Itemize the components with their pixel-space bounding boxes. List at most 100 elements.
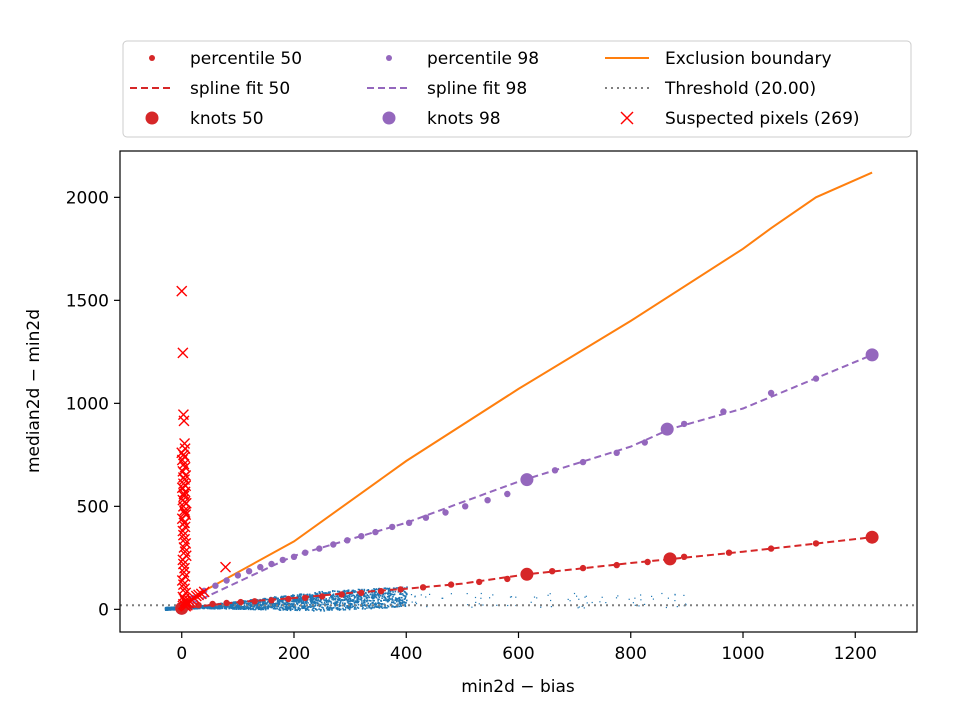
y-axis-ticks: 0 500 1000 1500 2000 — [66, 188, 120, 620]
pixel-point — [676, 606, 678, 608]
pixel-point — [273, 603, 276, 605]
pixel-point — [674, 600, 676, 602]
pixel-point — [276, 602, 279, 605]
pixel-point — [383, 587, 386, 590]
pixel-point — [297, 600, 299, 603]
pixel-point — [328, 608, 330, 610]
pixel-point — [249, 603, 252, 606]
pixel-point — [201, 606, 204, 608]
pixel-point — [169, 609, 172, 611]
pixel-point — [242, 607, 244, 610]
pixel-point — [291, 603, 293, 605]
pixel-point — [345, 595, 347, 598]
pixel-point — [378, 593, 380, 596]
pixel-point — [536, 597, 538, 599]
pixel-point — [328, 600, 330, 602]
pixel-point — [334, 599, 337, 601]
pixel-point — [389, 593, 392, 595]
pixel-point — [314, 605, 317, 607]
pixel-point — [375, 605, 377, 608]
pixel-point — [496, 604, 498, 606]
suspected-pixel-marker — [178, 542, 190, 554]
pixel-point — [394, 590, 397, 593]
pixel-point — [310, 604, 312, 606]
pixel-point — [281, 601, 283, 604]
pixel-point — [388, 589, 391, 592]
pixel-point — [313, 607, 315, 609]
suspected-pixel-marker — [179, 533, 191, 545]
pixel-point — [336, 594, 339, 597]
legend-label: Exclusion boundary — [665, 49, 832, 69]
pixel-point — [207, 607, 209, 609]
pixel-point — [202, 607, 204, 609]
pixel-point — [257, 603, 260, 605]
pixel-point — [404, 602, 406, 604]
pixel-point — [406, 586, 408, 588]
percentile-50-point — [812, 540, 820, 547]
pixel-point — [309, 600, 312, 602]
pixel-point — [235, 608, 237, 610]
pixel-point — [309, 596, 312, 599]
percentile-50-point — [504, 575, 511, 583]
pixel-point — [301, 598, 304, 600]
legend-item-p98-points: percentile 98 — [386, 49, 539, 69]
pixel-point — [273, 596, 276, 598]
pixel-point — [357, 594, 360, 597]
pixel-point — [362, 602, 365, 604]
pixel-point — [547, 594, 549, 596]
pixel-point — [282, 609, 284, 611]
pixel-point — [378, 588, 380, 590]
pixel-point — [380, 606, 382, 608]
pixel-point — [305, 605, 307, 608]
pixel-point — [489, 597, 491, 599]
pixel-point — [267, 606, 270, 608]
pixel-point — [289, 602, 291, 605]
pixel-point — [323, 601, 326, 604]
pixel-point — [210, 606, 212, 609]
pixel-point — [259, 601, 261, 604]
pixel-point — [617, 595, 619, 597]
pixel-point — [259, 606, 261, 609]
pixel-point — [297, 608, 299, 610]
pixel-point — [332, 597, 335, 600]
pixel-point — [349, 595, 351, 597]
pixel-point — [256, 606, 259, 609]
pixel-point — [361, 588, 363, 591]
pixel-point — [358, 596, 360, 598]
pixel-point — [329, 600, 332, 603]
pixel-point — [269, 606, 272, 608]
pixel-point — [391, 598, 393, 601]
pixel-point — [326, 605, 329, 607]
pixel-point — [336, 600, 338, 603]
pixel-point — [347, 591, 349, 593]
pixel-point — [576, 595, 578, 597]
pixel-point — [403, 601, 406, 603]
pixel-point — [365, 596, 368, 598]
pixel-point — [213, 605, 216, 608]
pixel-point — [333, 602, 335, 605]
pixel-point — [652, 598, 654, 600]
pixel-point — [507, 604, 509, 607]
pixel-point — [345, 607, 347, 609]
legend-item-p98-spline: spline fit 98 — [367, 79, 527, 99]
pixel-point — [220, 607, 222, 610]
pixel-point — [381, 607, 384, 609]
pixel-point — [342, 599, 344, 602]
knot-50-point — [520, 567, 534, 581]
pixel-point — [309, 603, 311, 606]
pixel-point — [293, 600, 296, 602]
pixel-point — [278, 602, 280, 605]
pixel-point — [366, 589, 368, 592]
pixel-point — [274, 605, 277, 607]
pixel-point — [252, 608, 255, 611]
pixel-point — [235, 606, 237, 609]
pixel-point — [372, 593, 374, 595]
pixel-point — [165, 607, 167, 609]
pixel-point — [311, 597, 313, 599]
pixel-point — [309, 598, 311, 601]
pixel-point — [429, 593, 431, 595]
pixel-point — [374, 588, 377, 591]
pixel-point — [311, 599, 314, 602]
pixel-point — [354, 606, 356, 608]
